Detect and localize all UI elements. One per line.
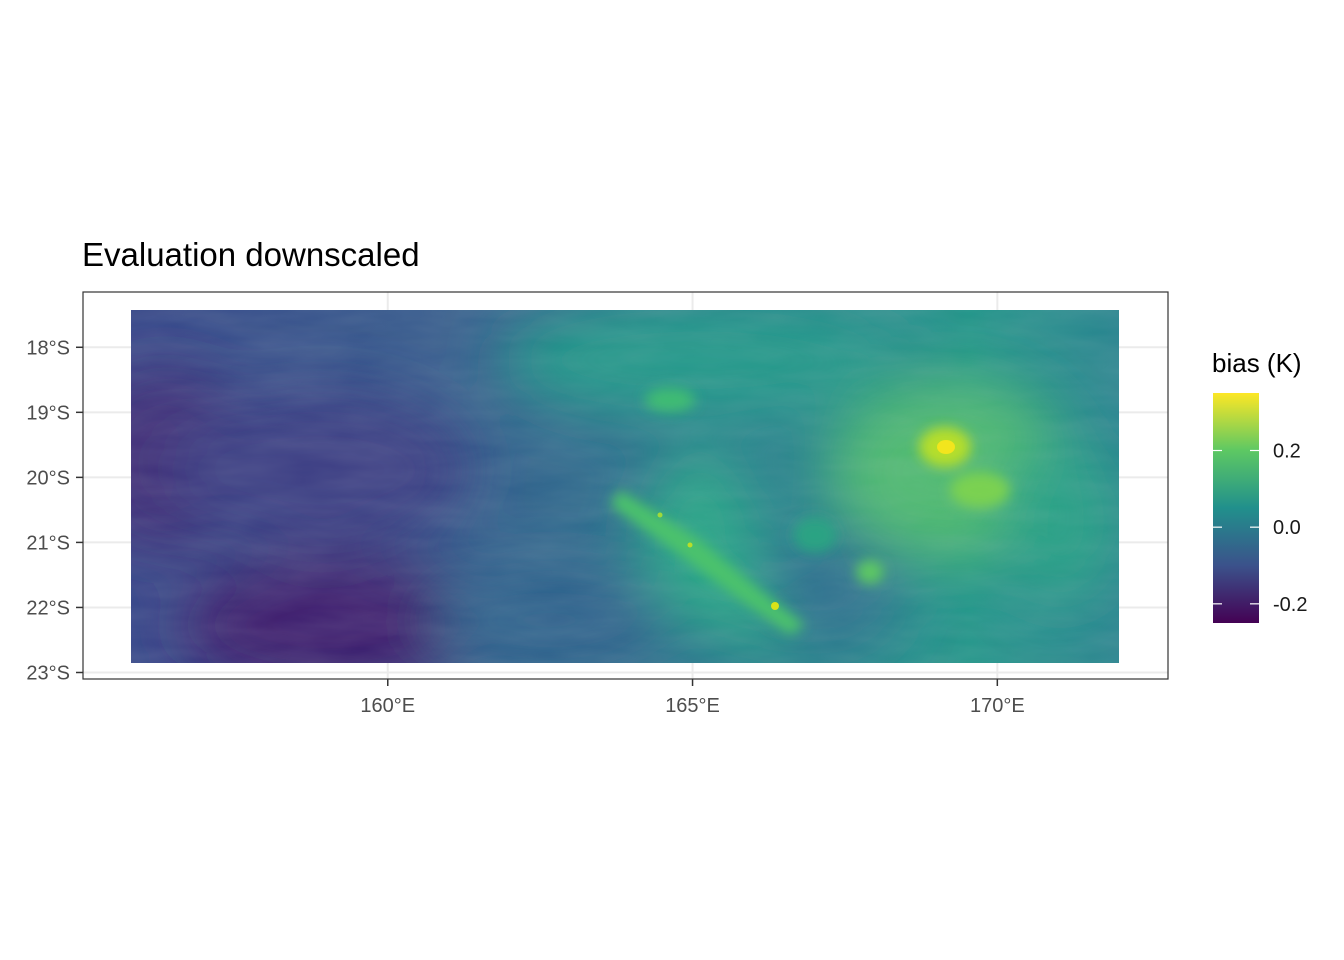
colorbar-label: 0.2: [1273, 441, 1301, 463]
colorbar-labels: 0.2 0.0 -0.2: [1273, 441, 1307, 616]
colorbar-label: 0.0: [1273, 517, 1301, 539]
colorbar-ticks: [1213, 449, 1259, 605]
x-axis-labels: 160°E 165°E 170°E: [360, 695, 1024, 717]
y-axis-labels: 18°S 19°S 20°S 21°S 22°S 23°S: [26, 337, 70, 684]
y-tick-label: 18°S: [26, 337, 70, 359]
y-tick-label: 23°S: [26, 662, 70, 684]
bias-raster: [131, 310, 1119, 663]
x-tick-label: 160°E: [360, 695, 415, 717]
y-tick-label: 22°S: [26, 597, 70, 619]
axis-ticks: [76, 346, 999, 686]
colorbar-label: -0.2: [1273, 594, 1307, 616]
y-tick-label: 19°S: [26, 402, 70, 424]
x-tick-label: 170°E: [970, 695, 1025, 717]
x-tick-label: 165°E: [665, 695, 720, 717]
chart-title: Evaluation downscaled: [82, 236, 420, 273]
panel-border: [82, 291, 1169, 680]
legend-title: bias (K): [1212, 348, 1302, 378]
y-tick-label: 21°S: [26, 532, 70, 554]
y-tick-label: 20°S: [26, 467, 70, 489]
colorbar: [1213, 393, 1259, 623]
